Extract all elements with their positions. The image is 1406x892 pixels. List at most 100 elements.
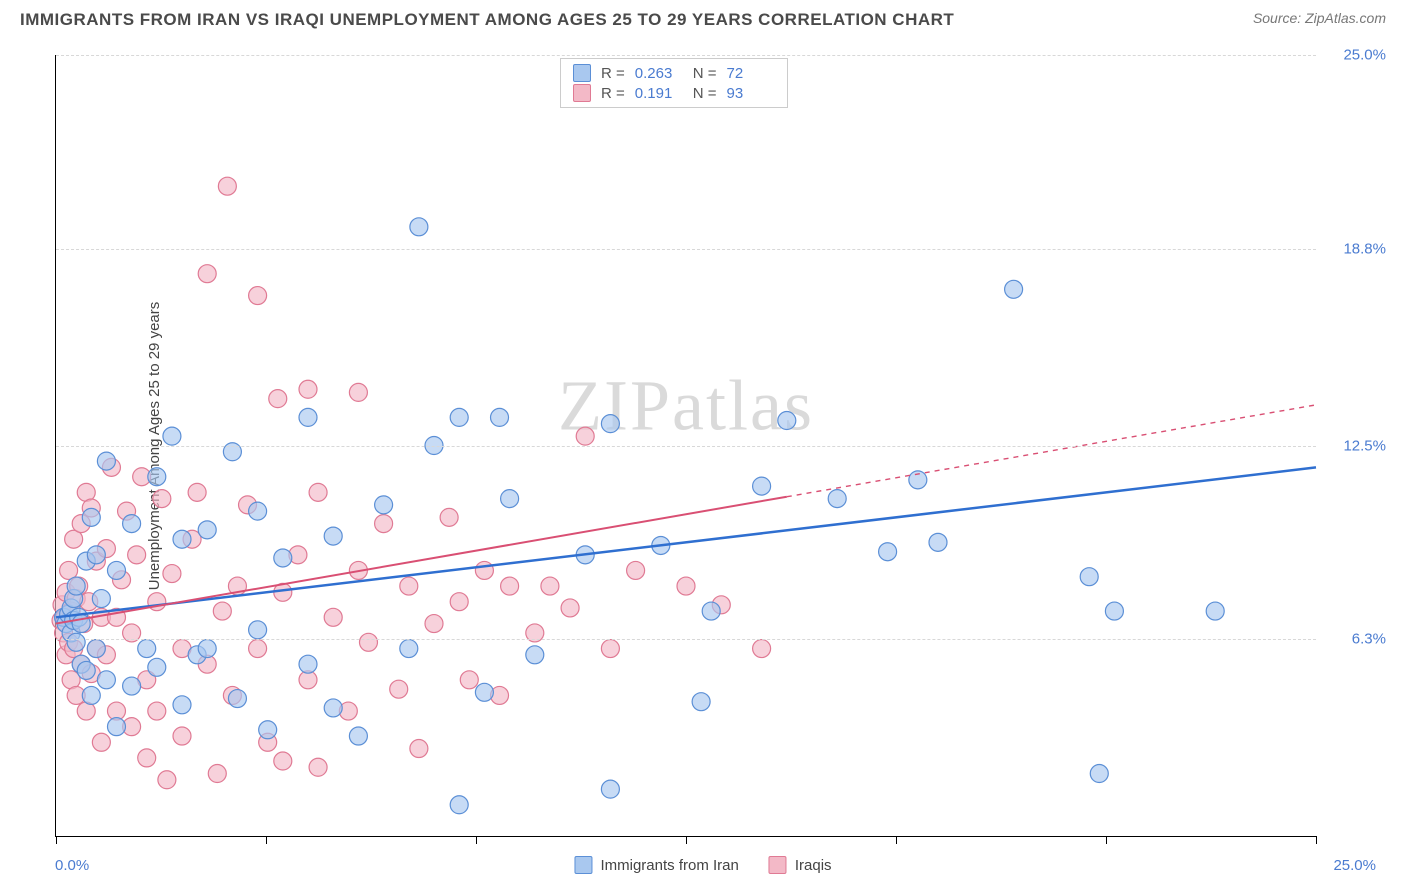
- data-point: [128, 546, 146, 564]
- data-point: [400, 640, 418, 658]
- data-point: [425, 615, 443, 633]
- data-point: [753, 640, 771, 658]
- stat-r-value-1: 0.263: [635, 65, 683, 82]
- data-point: [1080, 568, 1098, 586]
- data-point: [158, 771, 176, 789]
- data-point: [148, 702, 166, 720]
- stats-row-series-2: R = 0.191 N = 93: [573, 83, 775, 103]
- data-point: [349, 383, 367, 401]
- source-attribution: Source: ZipAtlas.com: [1253, 10, 1386, 26]
- stats-row-series-1: R = 0.263 N = 72: [573, 63, 775, 83]
- data-point: [501, 490, 519, 508]
- data-point: [97, 671, 115, 689]
- data-point: [67, 633, 85, 651]
- data-point: [163, 565, 181, 583]
- data-point: [390, 680, 408, 698]
- data-point: [601, 640, 619, 658]
- data-point: [269, 390, 287, 408]
- data-point: [475, 561, 493, 579]
- data-point: [1105, 602, 1123, 620]
- data-point: [249, 287, 267, 305]
- data-point: [526, 646, 544, 664]
- data-point: [299, 408, 317, 426]
- data-point: [753, 477, 771, 495]
- data-point: [1206, 602, 1224, 620]
- swatch-series-2: [573, 84, 591, 102]
- data-point: [879, 543, 897, 561]
- data-point: [501, 577, 519, 595]
- data-point: [677, 577, 695, 595]
- legend-item-2: Iraqis: [769, 856, 832, 874]
- data-point: [153, 490, 171, 508]
- data-point: [410, 740, 428, 758]
- data-point: [163, 427, 181, 445]
- gridline: [56, 249, 1316, 250]
- stat-r-label: R =: [601, 65, 625, 82]
- data-point: [410, 218, 428, 236]
- data-point: [324, 608, 342, 626]
- data-point: [259, 721, 277, 739]
- data-point: [324, 527, 342, 545]
- data-point: [1005, 280, 1023, 298]
- data-point: [198, 640, 216, 658]
- data-point: [77, 661, 95, 679]
- data-point: [309, 483, 327, 501]
- data-point: [92, 590, 110, 608]
- data-point: [138, 749, 156, 767]
- data-point: [87, 546, 105, 564]
- x-tick: [1316, 836, 1317, 844]
- data-point: [450, 593, 468, 611]
- data-point: [107, 718, 125, 736]
- legend-label-2: Iraqis: [795, 857, 832, 874]
- data-point: [460, 671, 478, 689]
- data-point: [123, 515, 141, 533]
- data-point: [173, 530, 191, 548]
- data-point: [249, 502, 267, 520]
- data-point: [541, 577, 559, 595]
- chart-title: IMMIGRANTS FROM IRAN VS IRAQI UNEMPLOYME…: [20, 10, 954, 30]
- data-point: [173, 696, 191, 714]
- data-point: [627, 561, 645, 579]
- data-point: [1090, 765, 1108, 783]
- data-point: [450, 796, 468, 814]
- chart-header: IMMIGRANTS FROM IRAN VS IRAQI UNEMPLOYME…: [0, 0, 1406, 30]
- data-point: [601, 780, 619, 798]
- x-axis-max-label: 25.0%: [1333, 857, 1376, 874]
- x-tick: [266, 836, 267, 844]
- legend-label-1: Immigrants from Iran: [600, 857, 738, 874]
- y-tick-label: 12.5%: [1326, 437, 1386, 454]
- data-point: [440, 508, 458, 526]
- swatch-series-1: [573, 64, 591, 82]
- data-point: [828, 490, 846, 508]
- stat-r-value-2: 0.191: [635, 85, 683, 102]
- data-point: [148, 468, 166, 486]
- trend-line: [56, 497, 787, 624]
- data-point: [87, 640, 105, 658]
- y-tick-label: 18.8%: [1326, 240, 1386, 257]
- y-tick-label: 25.0%: [1326, 47, 1386, 64]
- data-point: [208, 765, 226, 783]
- stat-r-label: R =: [601, 85, 625, 102]
- data-point: [274, 752, 292, 770]
- chart-plot-area: ZIPatlas R = 0.263 N = 72 R = 0.191 N = …: [55, 55, 1316, 837]
- data-point: [123, 677, 141, 695]
- data-point: [213, 602, 231, 620]
- data-point: [692, 693, 710, 711]
- data-point: [601, 415, 619, 433]
- data-point: [274, 549, 292, 567]
- data-point: [299, 655, 317, 673]
- data-point: [359, 633, 377, 651]
- stat-n-value-1: 72: [727, 65, 775, 82]
- data-point: [375, 515, 393, 533]
- data-point: [228, 690, 246, 708]
- x-tick: [686, 836, 687, 844]
- bottom-legend: Immigrants from Iran Iraqis: [574, 856, 831, 874]
- data-point: [450, 408, 468, 426]
- data-point: [475, 683, 493, 701]
- data-point: [107, 561, 125, 579]
- data-point: [249, 621, 267, 639]
- data-point: [778, 412, 796, 430]
- legend-item-1: Immigrants from Iran: [574, 856, 738, 874]
- data-point: [218, 177, 236, 195]
- data-point: [400, 577, 418, 595]
